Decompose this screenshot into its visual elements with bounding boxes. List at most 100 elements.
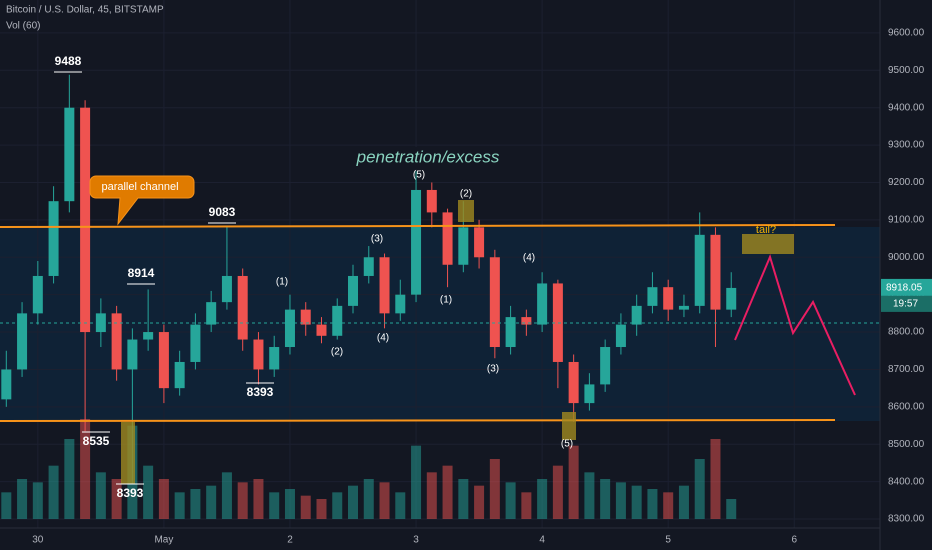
volume-bar — [1, 492, 12, 519]
candle-body — [348, 275, 359, 306]
y-tick-label: 9200.00 — [888, 177, 925, 188]
candle-body — [32, 275, 43, 314]
y-tick-label: 9500.00 — [888, 65, 925, 76]
candle-body — [332, 305, 343, 336]
volume-layer — [1, 419, 737, 519]
volume-bar — [411, 445, 422, 519]
candle-body — [1, 369, 12, 400]
candle-body — [710, 234, 721, 310]
candle-body — [647, 287, 658, 306]
candle-body — [584, 384, 595, 404]
candle-body — [80, 107, 91, 333]
volume-bar — [726, 499, 737, 519]
candle-body — [489, 257, 500, 348]
candle-layer — [1, 74, 737, 485]
channel-bottom — [0, 419, 836, 422]
y-tick-label: 8300.00 — [888, 514, 925, 525]
volume-bar — [647, 489, 658, 519]
y-tick-label: 9400.00 — [888, 102, 925, 113]
candle-body — [158, 332, 169, 389]
countdown-box — [881, 295, 932, 312]
volume-bar — [442, 465, 453, 519]
y-tick-label: 9300.00 — [888, 140, 925, 151]
candle-body — [237, 275, 248, 340]
annotation: (5) — [561, 439, 573, 450]
candle-body — [284, 309, 295, 348]
volume-bar — [237, 482, 248, 519]
volume-bar — [316, 499, 327, 519]
annotation: 9083 — [209, 205, 236, 219]
candle-body — [505, 317, 516, 348]
annotation: 8393 — [247, 385, 274, 399]
candle-body — [363, 257, 374, 276]
volume-bar — [678, 485, 689, 519]
annotation: tail? — [756, 224, 776, 236]
x-tick-label: 2 — [287, 535, 293, 546]
x-tick-label: May — [154, 535, 173, 546]
candle-body — [64, 107, 75, 202]
y-tick-label: 8800.00 — [888, 327, 925, 338]
candle-body — [17, 313, 28, 370]
candle-body — [174, 361, 185, 389]
volume-bar — [206, 485, 217, 519]
annotation: (3) — [371, 234, 383, 245]
candle-body — [411, 189, 422, 295]
volume-bar — [332, 492, 343, 519]
candle-body — [474, 227, 485, 258]
highlight-box — [562, 412, 576, 440]
highlight-box — [458, 200, 474, 222]
annotation: 8393 — [117, 486, 144, 500]
candle-body — [568, 361, 579, 404]
annotation: (4) — [377, 333, 389, 344]
annotation: (1) — [440, 295, 452, 306]
volume-bar — [552, 465, 563, 519]
candle-body — [521, 317, 532, 325]
volume-bar — [143, 465, 154, 519]
candle-body — [726, 287, 737, 310]
y-tick-label: 8600.00 — [888, 401, 925, 412]
candle-body — [663, 287, 674, 310]
y-tick-label: 8500.00 — [888, 439, 925, 450]
channel-top — [0, 224, 836, 228]
volume-bar — [537, 479, 548, 519]
candle-body — [537, 283, 548, 325]
volume-bar — [111, 479, 122, 519]
volume-bar — [95, 472, 106, 519]
volume-bar — [300, 495, 311, 519]
volume-bar — [489, 459, 500, 519]
annotation: (5) — [413, 170, 425, 181]
volume-bar — [615, 482, 626, 519]
volume-bar — [253, 479, 264, 519]
volume-bar — [521, 492, 532, 519]
candle-body — [678, 305, 689, 310]
y-tick-label: 9100.00 — [888, 215, 925, 226]
annotation: (4) — [523, 253, 535, 264]
annotation: 8535 — [83, 434, 110, 448]
volume-bar — [284, 489, 295, 519]
y-tick-label: 9600.00 — [888, 28, 925, 39]
last-price-label: 8918.05 — [886, 283, 923, 294]
volume-bar — [269, 492, 280, 519]
volume-bar — [363, 479, 374, 519]
annotation: (3) — [487, 364, 499, 375]
volume-bar — [505, 482, 516, 519]
volume-bar — [48, 465, 59, 519]
volume-bar — [190, 489, 201, 519]
annotation: (2) — [331, 347, 343, 358]
annotation-layer: 9488 8914 9083 8393 8535 8393 (5) (2) (3) (1) (1) (… — [54, 54, 776, 500]
candle-body — [143, 332, 154, 340]
volume-bar — [158, 479, 169, 519]
volume-label: Vol (60) — [6, 21, 40, 32]
x-tick-label: 30 — [32, 535, 44, 546]
last-price-box — [881, 278, 932, 296]
volume-bar — [64, 439, 75, 519]
volume-bar — [474, 485, 485, 519]
candle-body — [631, 305, 642, 325]
candle-body — [379, 257, 390, 314]
candle-body — [300, 309, 311, 325]
volume-bar — [348, 485, 359, 519]
candle-body — [426, 189, 437, 213]
y-tick-label: 9000.00 — [888, 252, 925, 263]
candle-body — [253, 339, 264, 370]
